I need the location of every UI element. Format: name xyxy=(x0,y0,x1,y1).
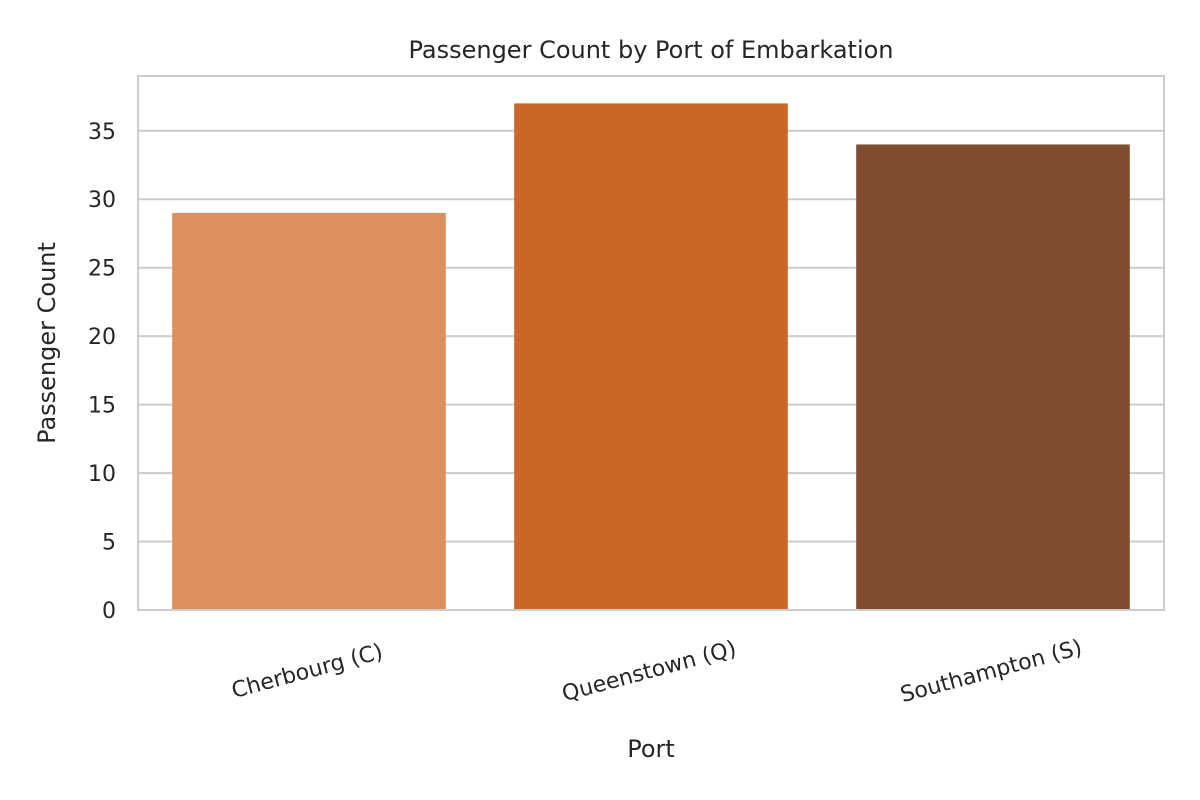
bar-2 xyxy=(856,144,1130,610)
y-tick-labels: 0 5 10 15 20 25 30 35 xyxy=(88,120,116,624)
y-tick-label: 10 xyxy=(88,462,116,487)
y-tick-label: 5 xyxy=(102,531,116,556)
bar-1 xyxy=(514,103,788,610)
chart-title: Passenger Count by Port of Embarkation xyxy=(408,36,893,64)
y-tick-label: 35 xyxy=(88,120,116,145)
x-tick-label: Queenstown (Q) xyxy=(560,636,740,707)
y-tick-label: 20 xyxy=(88,325,116,350)
x-axis-label: Port xyxy=(627,735,675,763)
bar-0 xyxy=(172,212,446,610)
y-axis-label: Passenger Count xyxy=(33,242,61,444)
plot-frame xyxy=(137,75,1165,611)
y-tick-label: 30 xyxy=(88,188,116,213)
y-tick-label: 0 xyxy=(102,599,116,624)
y-tick-label: 25 xyxy=(88,257,116,282)
x-tick-label: Southampton (S) xyxy=(898,635,1085,708)
x-tick-label: Cherbourg (C) xyxy=(229,640,386,704)
y-tick-label: 15 xyxy=(88,394,116,419)
x-tick-labels: Cherbourg (C) Queenstown (Q) Southampton (… xyxy=(229,635,1085,708)
bars xyxy=(172,103,1130,610)
